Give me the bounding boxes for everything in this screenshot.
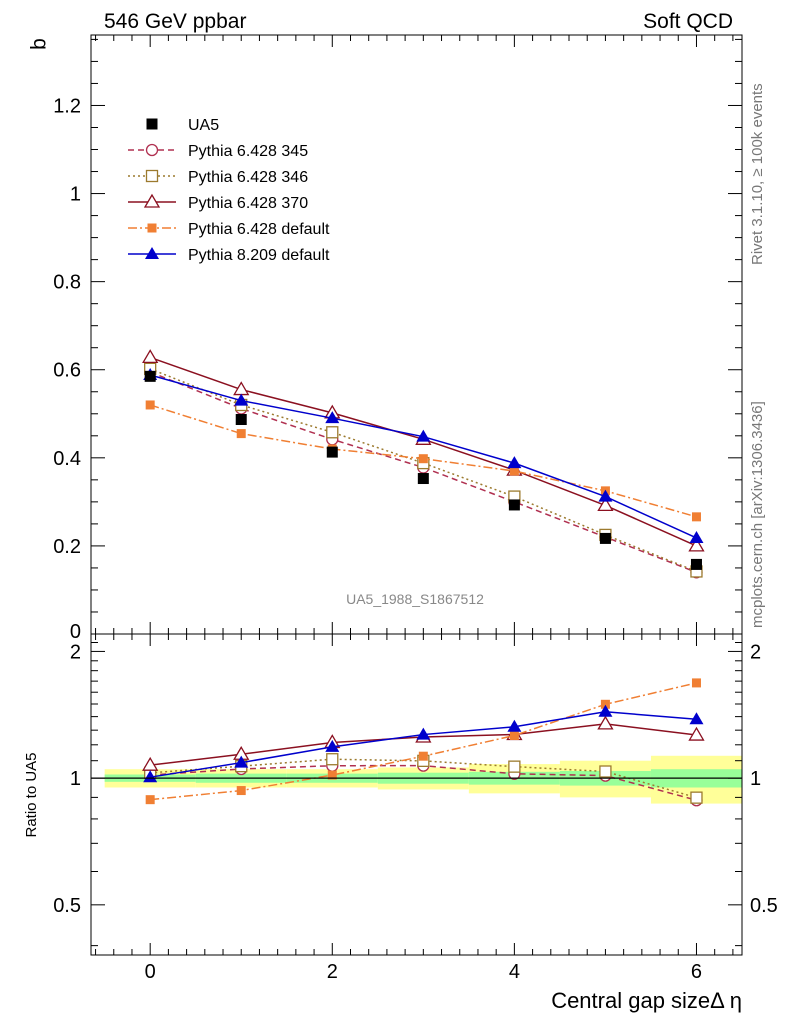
y-tick-label-zero: 0	[70, 621, 81, 643]
series-point	[597, 497, 614, 512]
series-ratio-point	[688, 726, 705, 741]
series-point	[236, 429, 246, 439]
legend-item: Pythia 8.209 default	[128, 247, 330, 264]
series-4	[143, 368, 704, 783]
legend-marker	[143, 193, 161, 208]
legend-item: Pythia 6.428 346	[128, 169, 308, 186]
legend-marker	[145, 169, 159, 183]
series-point	[507, 456, 522, 469]
y-tick-label: 1	[70, 184, 81, 206]
ratio-y-axis-label: Ratio to UA5	[23, 752, 40, 837]
series-ratio-point	[508, 760, 521, 773]
ratio-y-tick-label-right: 0.5	[750, 895, 778, 917]
series-2	[142, 349, 705, 771]
x-tick-label: 4	[509, 961, 520, 983]
series-ratio-point	[236, 786, 246, 796]
legend-marker	[146, 118, 158, 130]
series-point	[142, 349, 159, 364]
series-ratio-point	[326, 753, 339, 766]
legend-label: Pythia 6.428 370	[188, 195, 308, 212]
side-label-rivet: Rivet 3.1.10, ≥ 100k events	[749, 83, 766, 265]
data-point	[599, 532, 611, 544]
series-point	[509, 466, 519, 476]
series-ratio-point	[689, 712, 704, 725]
series-point	[689, 530, 704, 543]
legend-item: Pythia 6.428 370	[128, 193, 308, 212]
series-ratio-point	[509, 730, 519, 740]
series-ratio-point	[234, 755, 249, 768]
x-axis-label: Central gap sizeΔ η	[551, 988, 742, 1013]
series-point	[325, 411, 340, 424]
legend-label: UA5	[188, 117, 219, 134]
legend-item: Pythia 6.428 default	[128, 221, 330, 238]
ratio-y-tick-label-right: 2	[750, 641, 761, 663]
legend-label: Pythia 6.428 345	[188, 143, 308, 160]
series-ratio-point	[145, 795, 155, 805]
legend: UA5 Pythia 6.428 345 Pythia 6.428 346 Pythi…	[128, 117, 330, 264]
series-point	[234, 393, 249, 406]
top-right-label: Soft QCD	[643, 10, 733, 33]
series-point	[326, 426, 339, 439]
legend-label: Pythia 6.428 default	[188, 221, 330, 238]
data-point	[508, 499, 520, 511]
x-tick-label: 2	[327, 961, 338, 983]
series-point	[598, 489, 613, 502]
series-point	[688, 537, 705, 552]
legend-label: Pythia 8.209 default	[188, 247, 330, 264]
series-ratio-point	[598, 704, 613, 717]
series-point	[691, 512, 701, 522]
series-ratio-point	[143, 770, 158, 783]
series-ratio-point	[599, 765, 612, 778]
ratio-plot-frame	[90, 633, 743, 956]
ratio-y-tick-label-right: 1	[750, 768, 761, 790]
side-label-mcplots: mcplots.cern.ch [arXiv:1306.3436]	[749, 401, 766, 628]
series-ratio-point	[691, 678, 701, 688]
y-tick-label: 1.2	[53, 95, 81, 117]
series-ratio-point	[142, 756, 159, 771]
series-point	[145, 400, 155, 410]
y-tick-label: 0.4	[53, 448, 81, 470]
legend-marker	[145, 247, 159, 259]
series-line	[149, 356, 697, 547]
watermark: UA5_1988_S1867512	[346, 591, 484, 607]
series-ratio-point	[600, 699, 610, 709]
series-ratio-point	[327, 770, 337, 780]
series-ratio-point	[416, 727, 431, 740]
data-point	[144, 370, 156, 382]
x-tick-label: 6	[691, 961, 702, 983]
legend-marker	[147, 223, 157, 233]
series-point	[416, 429, 431, 442]
legend-item: UA5	[146, 117, 219, 134]
ratio-y-tick-label: 2	[70, 641, 81, 663]
data-point	[326, 446, 338, 458]
series-ratio-point	[325, 739, 340, 752]
y-tick-label: 0.6	[53, 360, 81, 382]
legend-label: Pythia 6.428 346	[188, 169, 308, 186]
ratio-y-tick-label: 0.5	[53, 895, 81, 917]
series-layer	[142, 349, 705, 807]
data-point	[417, 473, 429, 485]
y-tick-label: 0.8	[53, 272, 81, 294]
y-axis-label: b	[28, 38, 51, 50]
series-ratio-point	[690, 791, 703, 804]
legend-marker	[145, 143, 159, 157]
series-ratio-point	[507, 719, 522, 732]
x-tick-label: 0	[145, 961, 156, 983]
data-point	[690, 558, 702, 570]
data-point	[235, 414, 247, 426]
legend-item: Pythia 6.428 345	[128, 143, 308, 160]
axes-layer: 0 2 4 60.20.40.60.811.200.5 0.51 12 2	[53, 34, 778, 983]
y-tick-label: 0.2	[53, 536, 81, 558]
ratio-y-tick-label: 1	[70, 768, 81, 790]
data-series	[144, 370, 702, 570]
series-ratio-point	[418, 751, 428, 761]
series-point	[418, 454, 428, 464]
top-left-label: 546 GeV ppbar	[104, 10, 246, 33]
series-ratio-point	[597, 715, 614, 730]
